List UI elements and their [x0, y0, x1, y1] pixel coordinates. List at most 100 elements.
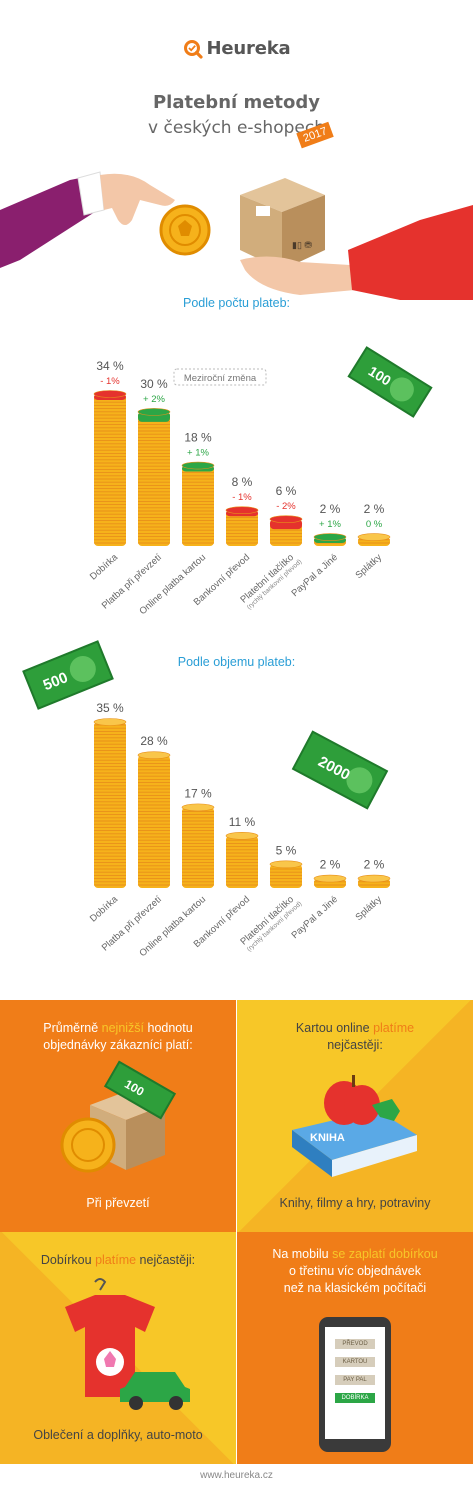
category-label: Dobírka: [88, 894, 121, 925]
bar-stack: [313, 874, 347, 888]
panel4-text-b: se zaplatí dobírkou: [332, 1247, 438, 1261]
change-label: + 1%: [187, 448, 209, 459]
chart2-title: Podle objemu plateb:: [177, 655, 296, 669]
tshirt-car-icon: [65, 1278, 190, 1410]
panel1-text-a: Průměrně: [43, 1021, 102, 1035]
page-subtitle: v českých e-shopech: [148, 118, 325, 138]
panel-cash-on-delivery: Dobírkou platíme nejčastěji: Oblečení a …: [0, 1232, 236, 1464]
bar-stack: [313, 533, 347, 546]
change-label: + 1%: [319, 519, 341, 530]
right-sleeve: [348, 205, 473, 300]
category-label: Splátky: [353, 552, 384, 581]
coin-top: [357, 874, 391, 883]
value-label: 2 %: [364, 502, 385, 516]
coin-top: [225, 832, 259, 840]
svg-text:▮▯ ⛃: ▮▯ ⛃: [292, 240, 312, 250]
bar: [138, 755, 170, 888]
coin-top: [93, 390, 127, 398]
value-label: 34 %: [96, 359, 124, 373]
panel2-text-a: Kartou online: [295, 1021, 374, 1035]
value-label: 2 %: [364, 858, 385, 872]
bar-stack: [181, 803, 215, 888]
bar-stack: [137, 751, 171, 888]
phone-icon: PŘEVOD KARTOU PAY PAL DOBÍRKA: [319, 1317, 391, 1452]
value-label: 17 %: [184, 786, 212, 800]
panel2-caption: Knihy, filmy a hry, potraviny: [279, 1196, 431, 1210]
coin-top: [93, 718, 127, 726]
change-label: - 1%: [100, 376, 120, 387]
coin-icon: [159, 204, 211, 256]
bar-stack: [181, 461, 215, 546]
value-label: 8 %: [232, 475, 253, 489]
bar: [94, 394, 126, 546]
bar-stack: [93, 390, 127, 546]
panel1-text-c: hodnotu: [144, 1021, 193, 1035]
heureka-logo-icon: [183, 39, 203, 59]
panel4-text-line3: než na klasickém počítači: [283, 1281, 427, 1295]
panel-lowest-value: Průměrně nejnižší hodnotu objednávky zák…: [0, 1000, 236, 1232]
heureka-logo: Heureka: [0, 38, 473, 64]
change-label: - 2%: [276, 501, 296, 512]
left-hand: [100, 173, 175, 225]
panel4-text-a: Na mobilu: [272, 1247, 333, 1261]
phone-button-transfer[interactable]: PŘEVOD: [335, 1339, 375, 1349]
coin-top: [269, 860, 303, 869]
change-label: + 2%: [143, 394, 165, 405]
coin-top: [269, 515, 303, 523]
panel-card-online: Kartou online platíme nejčastěji: KNIHA …: [237, 1000, 473, 1232]
value-label: 30 %: [140, 377, 168, 391]
panel1-text-b: nejnižší: [101, 1021, 145, 1035]
value-label: 6 %: [276, 484, 297, 498]
value-label: 2 %: [320, 858, 341, 872]
coin-top: [181, 803, 215, 812]
change-label: 0 %: [366, 519, 383, 530]
coin-box-note-icon: 100: [60, 1060, 177, 1173]
panel3-text-a: Dobírkou: [40, 1253, 96, 1267]
value-label: 35 %: [96, 701, 124, 715]
bar-stack: [225, 506, 259, 546]
coin-top: [313, 533, 347, 541]
phone-button-cod[interactable]: DOBÍRKA: [335, 1393, 375, 1403]
value-label: 11 %: [229, 815, 256, 829]
panel1-text-line2: objednávky zákazníci platí:: [43, 1038, 193, 1052]
left-sleeve: [0, 175, 98, 268]
bar-stack: [93, 718, 127, 888]
panel2-text-b: platíme: [373, 1021, 415, 1035]
footer-url[interactable]: www.heureka.cz: [200, 1470, 273, 1481]
banknote-2000: 2000: [291, 730, 389, 810]
coin-top: [357, 533, 391, 541]
bar: [182, 807, 214, 888]
phone-button-paypal[interactable]: PAY PAL: [335, 1375, 375, 1385]
panel1-caption: Při převzetí: [86, 1196, 150, 1210]
chart1-title: Podle počtu plateb:: [182, 296, 291, 310]
category-label: Splátky: [353, 894, 384, 923]
coin-top: [313, 874, 347, 883]
bar-stack: [269, 515, 303, 546]
panel-mobile: Na mobilu se zaplatí dobírkou o třetinu …: [237, 1232, 473, 1464]
banknote-100-top: 100: [347, 346, 433, 418]
panel3-text-c: nejčastěji:: [136, 1253, 196, 1267]
coin-top: [137, 408, 171, 416]
phone-button-card[interactable]: KARTOU: [335, 1357, 375, 1367]
change-label: - 1%: [232, 492, 252, 503]
bar: [182, 465, 214, 546]
value-label: 2 %: [320, 502, 341, 516]
banknote-500: 500: [22, 640, 114, 710]
value-label: 28 %: [140, 734, 168, 748]
bar-stack: [357, 533, 391, 546]
panel4-text-line2: o třetinu víc objednávek: [288, 1264, 422, 1278]
value-label: 5 %: [276, 843, 297, 857]
legend-note: Meziroční změna: [173, 368, 267, 386]
panel3-text-b: platíme: [95, 1253, 137, 1267]
page-title: Platební metody: [152, 92, 320, 113]
panel2-text-line2: nejčastěji:: [327, 1038, 383, 1052]
panel3-caption: Oblečení a doplňky, auto-moto: [33, 1428, 203, 1442]
right-hand: [240, 256, 355, 295]
box-icon: ▮▯ ⛃: [240, 178, 325, 270]
coin-top: [181, 461, 215, 470]
bar-stack: [357, 874, 391, 888]
coin-top: [137, 751, 171, 759]
value-label: 18 %: [184, 431, 212, 445]
